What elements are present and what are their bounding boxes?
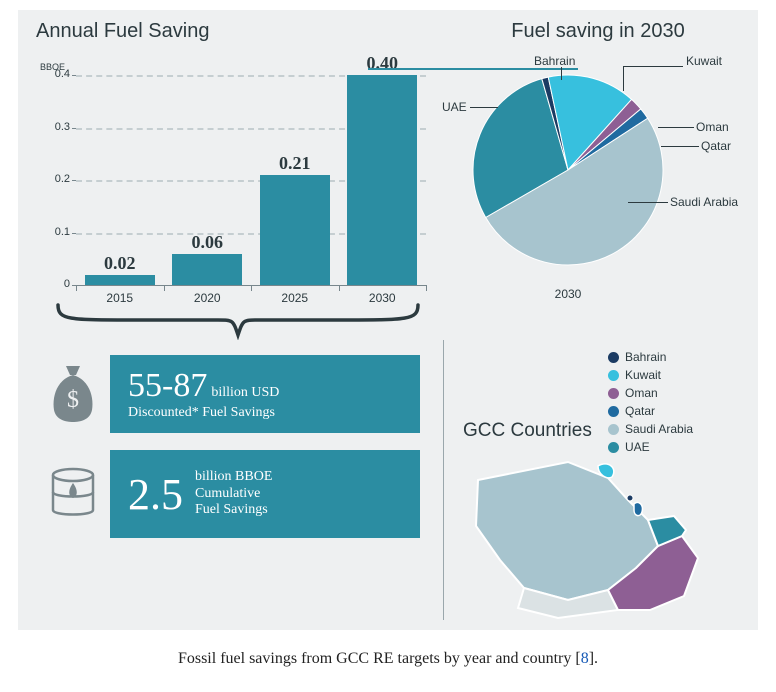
pie-leader-kuwait-v [623,66,624,91]
legend-swatch [608,370,619,381]
country-legend: BahrainKuwaitOmanQatarSaudi ArabiaUAE [608,350,748,458]
bar-chart-ytick-mark [72,233,76,234]
legend-label: Kuwait [625,368,661,382]
legend-item: Qatar [608,404,748,422]
card1-big: 55-87 [128,367,207,404]
bar-chart-xtick-mark [339,285,340,291]
bar-chart-title: Annual Fuel Saving [36,20,436,43]
legend-label: Saudi Arabia [625,422,693,436]
card2-line1: billion BBOE [195,469,272,486]
card2-line2: Cumulative [195,486,272,503]
bar-value-label: 0.21 [260,153,330,174]
card2-big: 2.5 [128,469,183,520]
bar-chart-ytick: 0.3 [38,121,70,133]
pie-leader-saudi [628,202,668,203]
bar-chart-ytick-mark [72,75,76,76]
bar-value-label: 0.06 [172,232,242,253]
bar-chart-xtick-mark [426,285,427,291]
money-bag-icon: $ [46,362,100,424]
legend-label: Oman [625,386,658,400]
svg-text:$: $ [67,387,79,413]
bar: 0.06 [172,254,242,286]
vertical-divider [443,340,444,620]
pie-chart: Fuel saving in 2030 2030 UAE Bahrain Kuw… [448,20,748,320]
pie-chart-xtick: 2030 [518,287,618,301]
bar-chart-xtick-mark [76,285,77,291]
bar-chart-xtick-mark [164,285,165,291]
legend-swatch [608,424,619,435]
legend-label: Qatar [625,404,655,418]
pie-leader-qatar [661,146,699,147]
pie-callout-kuwait: Kuwait [686,54,722,68]
bar: 0.40 [347,75,417,285]
bar-chart-ytick-mark [72,180,76,181]
brace-icon [48,300,428,340]
pie-callout-saudi: Saudi Arabia [670,195,738,209]
map-region-qatar [634,502,642,515]
caption-text-after: ]. [589,650,598,667]
pie-chart-svg [468,70,668,270]
pie-leader-oman [658,127,694,128]
bar-chart-ytick: 0 [38,278,70,290]
card2-line3: Fuel Savings [195,502,272,519]
pie-leader-uae [470,107,498,108]
card-cumulative-savings: 2.5 billion BBOE Cumulative Fuel Savings [110,450,420,538]
bar-value-label: 0.40 [347,53,417,74]
oil-barrel-icon [46,466,100,520]
legend-swatch [608,352,619,363]
legend-item: Oman [608,386,748,404]
legend-swatch [608,388,619,399]
card-discounted-savings: 55-87 billion USD Discounted* Fuel Savin… [110,355,420,433]
card1-line2: Discounted* Fuel Savings [128,405,420,422]
pie-callout-uae: UAE [442,100,467,114]
bar-chart-ytick: 0.2 [38,173,70,185]
bar-chart-ytick-mark [72,128,76,129]
bar-chart-xtick-mark [251,285,252,291]
bar: 0.02 [85,275,155,286]
legend-item: Saudi Arabia [608,422,748,440]
legend-item: Kuwait [608,368,748,386]
pie-leader-bahrain [561,67,562,80]
pie-chart-title: Fuel saving in 2030 [448,20,748,43]
caption-text-before: Fossil fuel savings from GCC RE targets … [178,650,581,667]
pie-callout-oman: Oman [696,120,729,134]
pie-callout-bahrain: Bahrain [534,54,575,68]
legend-swatch [608,406,619,417]
bar-chart-plot: 00.10.20.30.40.0220150.0620200.2120250.4… [76,75,426,286]
gcc-map [458,450,743,620]
bar: 0.21 [260,175,330,285]
infographic-panel: Annual Fuel Saving BBOE 00.10.20.30.40.0… [18,10,758,630]
card1-line1: billion USD [211,385,279,400]
figure-caption: Fossil fuel savings from GCC RE targets … [0,650,776,668]
caption-citation-link[interactable]: 8 [581,650,589,667]
pie-leader-kuwait-h [623,66,683,67]
bar-chart: Annual Fuel Saving BBOE 00.10.20.30.40.0… [36,20,436,320]
pie-callout-qatar: Qatar [701,139,731,153]
map-title: GCC Countries [463,420,592,442]
legend-item: Bahrain [608,350,748,368]
bar-value-label: 0.02 [85,253,155,274]
map-region-bahrain [627,495,633,501]
legend-label: Bahrain [625,350,666,364]
bar-chart-ytick: 0.1 [38,226,70,238]
bar-chart-ytick: 0.4 [38,68,70,80]
